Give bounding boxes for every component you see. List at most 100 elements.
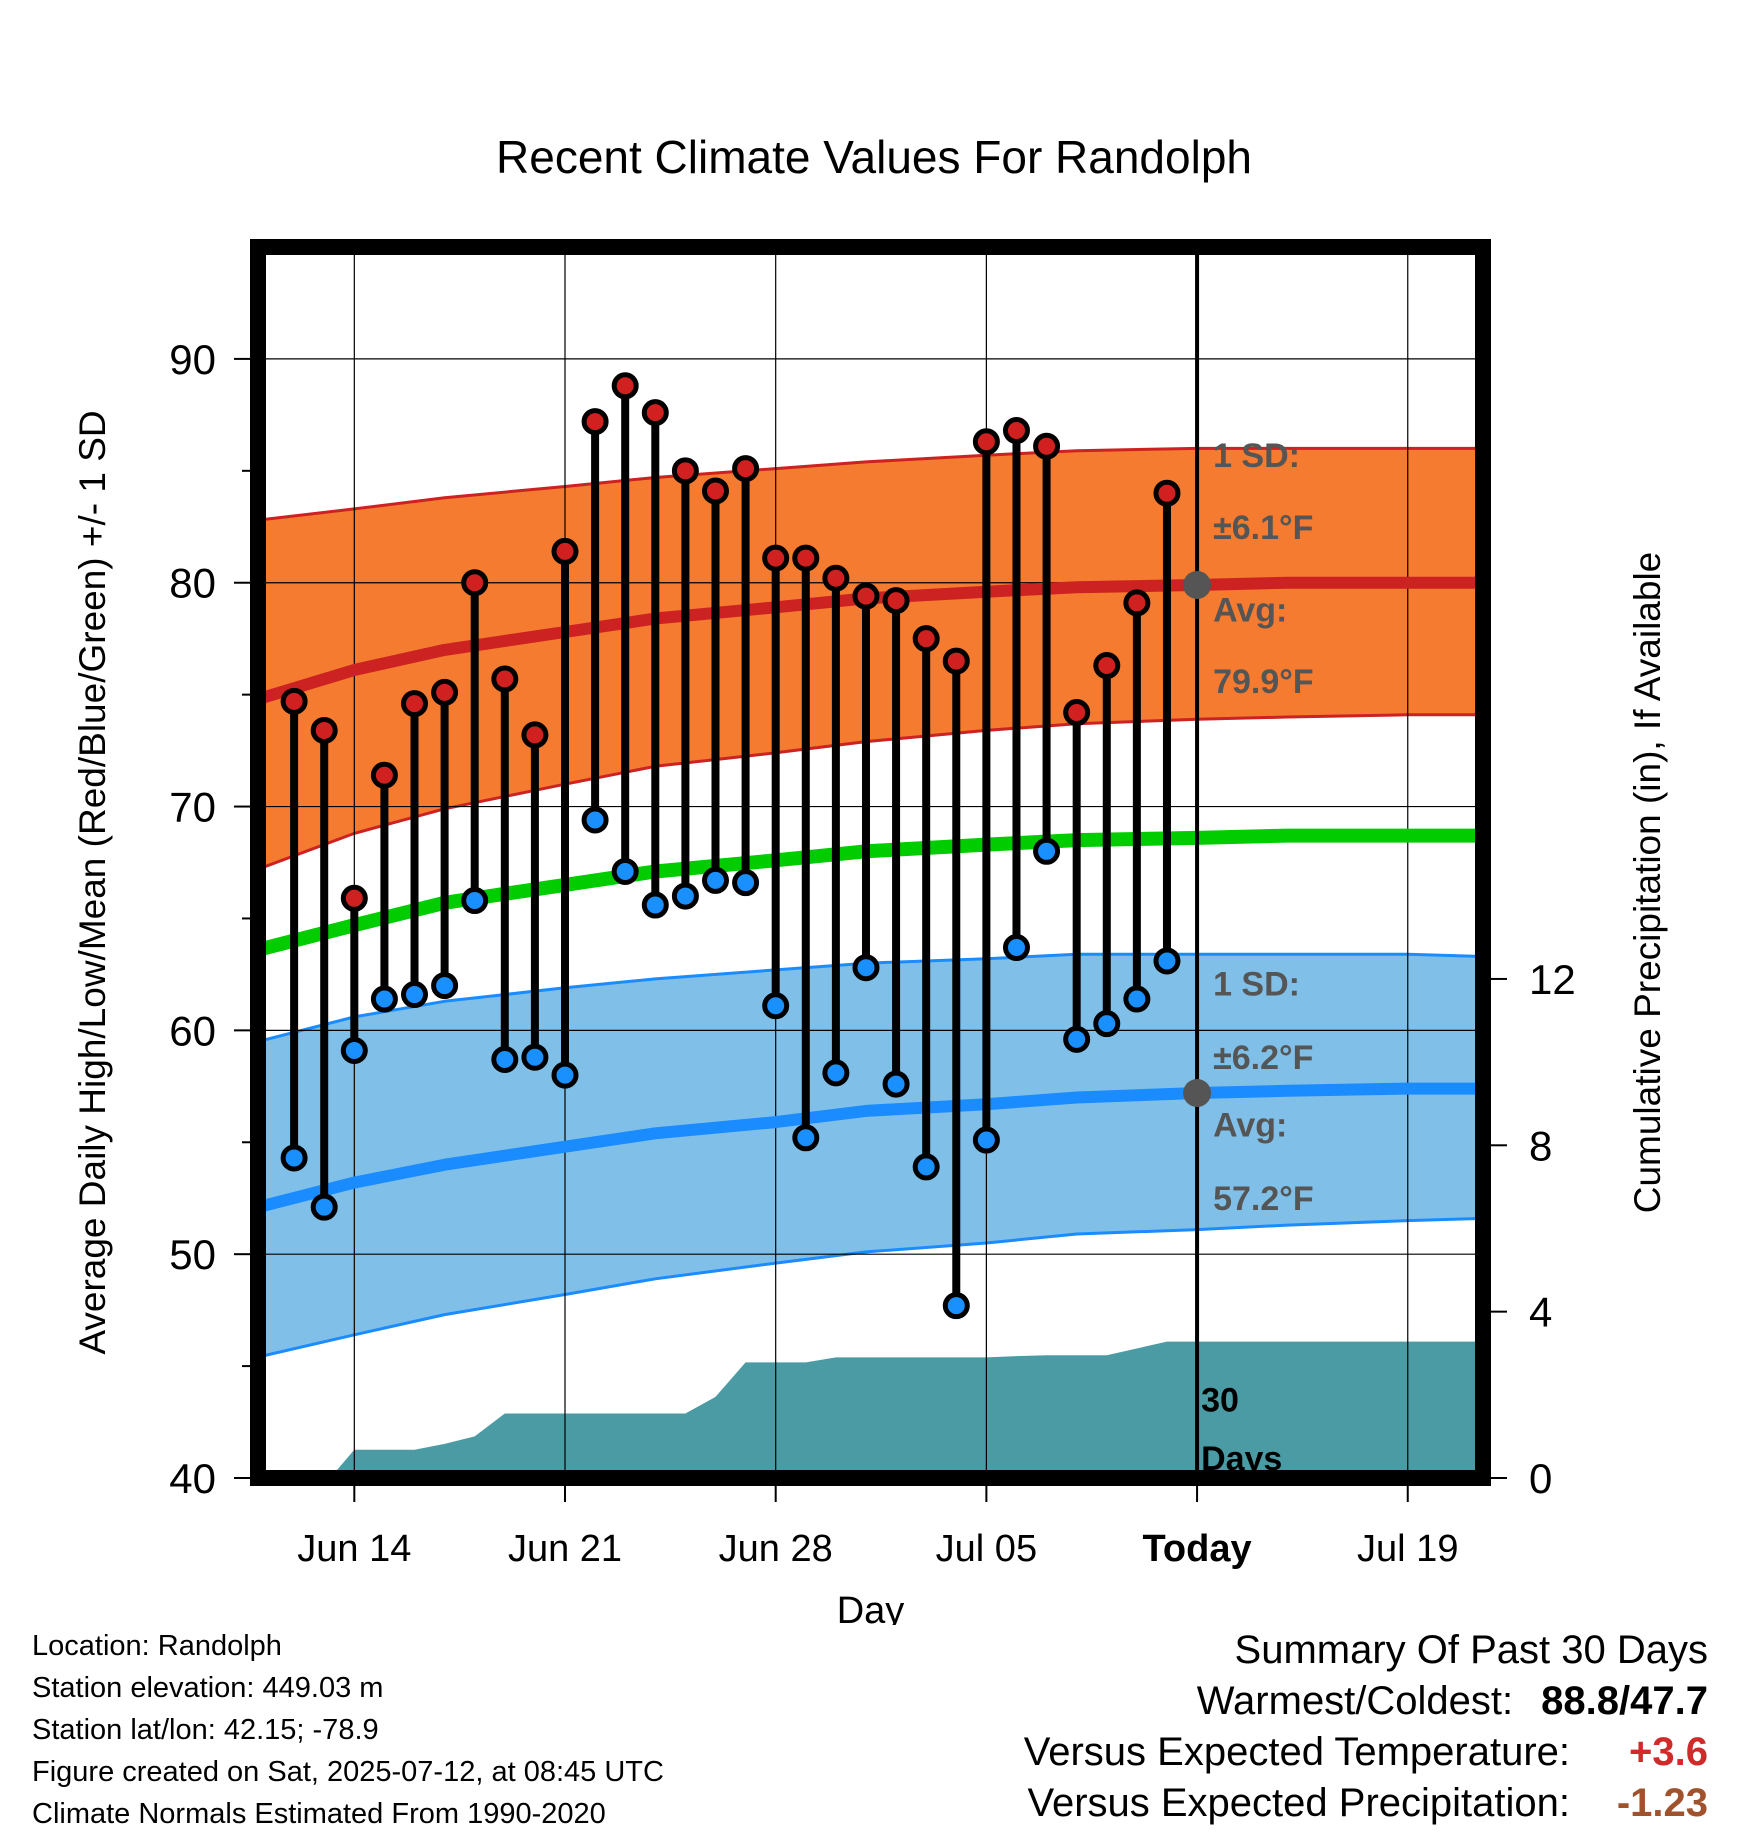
- obs-high-point: [370, 761, 398, 789]
- summary-temp: Versus Expected Temperature: +3.6: [1024, 1727, 1708, 1778]
- obs-high-point: [732, 455, 760, 483]
- obs-high-point: [1123, 589, 1151, 617]
- obs-high-point: [340, 884, 368, 912]
- obs-low-point: [340, 1037, 368, 1065]
- summary-precip: Versus Expected Precipitation: -1.23: [1024, 1778, 1708, 1829]
- low-sd-band: [258, 954, 1483, 1358]
- obs-high-point: [762, 544, 790, 572]
- obs-low-point: [551, 1061, 579, 1089]
- obs-high-point: [461, 569, 489, 597]
- high-avg-value: 79.9°F: [1213, 663, 1314, 701]
- obs-high-point: [701, 477, 729, 505]
- obs-low-point: [972, 1126, 1000, 1154]
- low-avg-line: [258, 1082, 1483, 1214]
- chart-title: Recent Climate Values For Randolph: [496, 131, 1252, 183]
- obs-high-point: [972, 428, 1000, 456]
- obs-low-point: [912, 1153, 940, 1181]
- warm-cold-label: Warmest/Coldest:: [1196, 1679, 1514, 1723]
- obs-high-point: [551, 537, 579, 565]
- obs-low-point: [1033, 837, 1061, 865]
- obs-high-point: [1153, 479, 1181, 507]
- y-tick-label: 70: [169, 784, 216, 831]
- coldest-value: 47.7: [1630, 1679, 1708, 1723]
- obs-low-point: [280, 1144, 308, 1172]
- obs-high-point: [1033, 432, 1061, 460]
- obs-low-point: [1002, 934, 1030, 962]
- y2-tick-label: 4: [1529, 1289, 1552, 1336]
- high-avg-label: Avg:: [1213, 592, 1287, 630]
- x-tick-label: Jul 19: [1357, 1528, 1458, 1570]
- obs-high-point: [491, 665, 519, 693]
- obs-high-point: [852, 582, 880, 610]
- obs-high-point: [1063, 699, 1091, 727]
- y-axis-title: Average Daily High/Low/Mean (Red/Blue/Gr…: [72, 410, 113, 1354]
- plot-frame: [250, 239, 1491, 1486]
- plot-area: 1 SD: ±6.1°F Avg: 79.9°F 1 SD: ±6.2°F Avg: 57.2…: [72, 239, 1668, 1625]
- obs-high-point: [1093, 652, 1121, 680]
- obs-high-point: [912, 625, 940, 653]
- obs-low-point: [732, 869, 760, 897]
- precip-diff-label: Versus Expected Precipitation:: [1027, 1781, 1570, 1825]
- elevation-text: Station elevation: 449.03 m: [32, 1672, 384, 1704]
- normals-text: Climate Normals Estimated From 1990-2020: [32, 1798, 606, 1830]
- obs-high-point: [1002, 417, 1030, 445]
- obs-high-point: [671, 457, 699, 485]
- obs-high-point: [310, 716, 338, 744]
- obs-low-point: [1093, 1010, 1121, 1038]
- plot-inner: [258, 247, 1483, 1478]
- low-avg-label: Avg:: [1213, 1106, 1287, 1144]
- period-label-number: 30: [1201, 1382, 1239, 1420]
- today-high-marker: [1183, 570, 1212, 599]
- obs-low-point: [822, 1059, 850, 1087]
- summary-panel: Summary Of Past 30 Days Warmest/Coldest:…: [1024, 1625, 1708, 1829]
- low-sd-label: 1 SD:: [1213, 965, 1300, 1003]
- x-tick-label: Today: [1143, 1528, 1252, 1570]
- precip-area: [258, 1341, 1483, 1478]
- obs-low-point: [1063, 1025, 1091, 1053]
- summary-warm-cold: Warmest/Coldest: 88.8/47.7: [1196, 1679, 1708, 1723]
- y-tick-label: 50: [169, 1231, 216, 1278]
- obs-low-point: [611, 857, 639, 885]
- obs-low-point: [701, 866, 729, 894]
- obs-low-point: [882, 1070, 910, 1098]
- obs-low-point: [641, 891, 669, 919]
- obs-low-point: [310, 1193, 338, 1221]
- obs-low-point: [581, 806, 609, 834]
- obs-low-point: [1123, 985, 1151, 1013]
- obs-high-point: [581, 408, 609, 436]
- y-tick-label: 80: [169, 560, 216, 607]
- today-low-marker: [1183, 1079, 1212, 1108]
- x-axis-title: Day: [837, 1590, 905, 1625]
- summary-title: Summary Of Past 30 Days: [1234, 1628, 1708, 1672]
- obs-low-point: [792, 1124, 820, 1152]
- temp-diff-label: Versus Expected Temperature:: [1023, 1730, 1570, 1774]
- obs-high-point: [280, 687, 308, 715]
- y2-tick-label: 12: [1529, 956, 1576, 1003]
- obs-low-point: [942, 1292, 970, 1320]
- created-text: Figure created on Sat, 2025-07-12, at 08…: [32, 1756, 664, 1788]
- y-tick-label: 60: [169, 1007, 216, 1054]
- high-sd-label: 1 SD:: [1213, 437, 1300, 475]
- obs-low-point: [762, 992, 790, 1020]
- high-upper-line: [258, 446, 1483, 522]
- low-avg-value: 57.2°F: [1213, 1180, 1314, 1218]
- high-sd-value: ±6.1°F: [1213, 509, 1313, 547]
- x-tick-label: Jun 28: [719, 1528, 833, 1570]
- obs-high-point: [942, 647, 970, 675]
- obs-high-point: [641, 399, 669, 427]
- obs-low-point: [1153, 947, 1181, 975]
- x-tick-label: Jun 14: [297, 1528, 411, 1570]
- obs-high-point: [521, 721, 549, 749]
- obs-low-point: [461, 887, 489, 915]
- obs-low-point: [401, 981, 429, 1009]
- y2-axis-title: Cumulative Precipitation (in), If Availa…: [1627, 552, 1668, 1214]
- low-lower-line: [258, 1216, 1483, 1359]
- x-tick-label: Jul 05: [936, 1528, 1037, 1570]
- obs-low-point: [521, 1043, 549, 1071]
- precip-diff-value: -1.23: [1616, 1781, 1708, 1825]
- y-tick-label: 90: [169, 336, 216, 383]
- obs-low-point: [491, 1045, 519, 1073]
- y2-tick-label: 0: [1529, 1455, 1552, 1502]
- obs-high-point: [792, 544, 820, 572]
- latlon-text: Station lat/lon: 42.15; -78.9: [32, 1714, 379, 1746]
